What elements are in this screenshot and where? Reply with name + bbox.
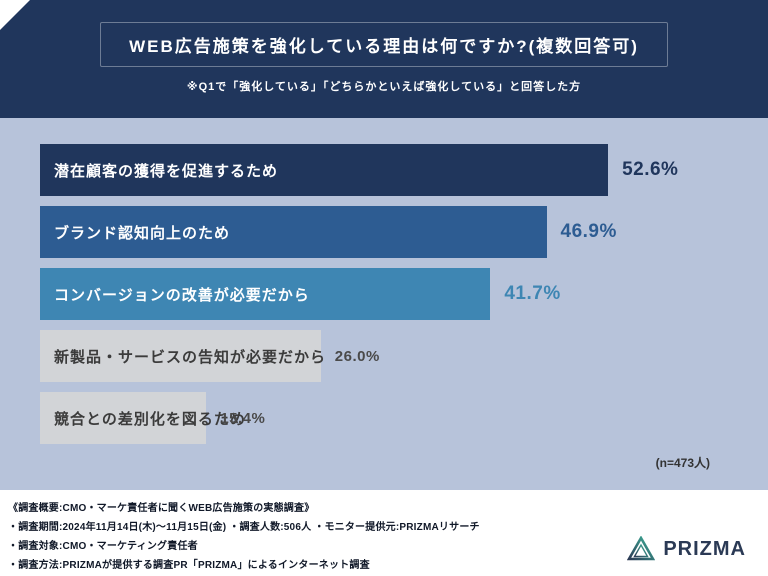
bar-row: 潜在顧客の獲得を促進するため 52.6% xyxy=(40,144,728,196)
bar: コンバージョンの改善が必要だから xyxy=(40,268,491,320)
bar-label: ブランド認知向上のため xyxy=(54,224,231,242)
bar-row: コンバージョンの改善が必要だから 41.7% xyxy=(40,268,728,320)
chart-subtitle: ※Q1で「強化している」「どちらかといえば強化している」と回答した方 xyxy=(186,81,582,93)
bar-label: コンバージョンの改善が必要だから xyxy=(54,286,310,304)
bar-value: 26.0% xyxy=(334,347,380,365)
bar-row: 競合との差別化を図るため 15.4% xyxy=(40,392,728,444)
bar-value: 52.6% xyxy=(622,159,679,180)
bar: ブランド認知向上のため xyxy=(40,206,547,258)
bar-label: 競合との差別化を図るため xyxy=(54,410,246,428)
sample-size-note: (n=473人) xyxy=(655,456,710,470)
title-box: WEB広告施策を強化している理由は何ですか?(複数回答可) xyxy=(100,22,668,67)
corner-cut-decoration xyxy=(0,0,30,30)
prizma-logo-text: PRIZMA xyxy=(663,537,746,560)
bar: 競合との差別化を図るため xyxy=(40,392,245,444)
survey-target-line: ・調査対象:CMO・マーケティング責任者 xyxy=(8,541,198,552)
header: WEB広告施策を強化している理由は何ですか?(複数回答可) ※Q1で「強化してい… xyxy=(0,0,768,118)
bar-row: ブランド認知向上のため 46.9% xyxy=(40,206,728,258)
bar-label: 新製品・サービスの告知が必要だから xyxy=(54,348,327,366)
bar-row: 新製品・サービスの告知が必要だから 26.0% xyxy=(40,330,728,382)
bar: 潜在顧客の獲得を促進するため xyxy=(40,144,609,196)
bar: 新製品・サービスの告知が必要だから xyxy=(40,330,325,382)
prizma-logo: PRIZMA xyxy=(627,536,746,562)
bar-value: 46.9% xyxy=(560,221,617,242)
bar-value: 15.4% xyxy=(220,409,266,427)
chart-area: 潜在顧客の獲得を促進するため 52.6% ブランド認知向上のため 46.9% コンバージ… xyxy=(0,118,768,490)
bar-value: 41.7% xyxy=(504,283,561,304)
survey-period-line: ・調査期間:2024年11月14日(木)〜11月15日(金) ・調査人数:506… xyxy=(8,522,480,533)
prizma-triangle-icon xyxy=(627,536,656,561)
footer: 《調査概要:CMO・マーケ責任者に聞くWEB広告施策の実態調査》 ・調査期間:2… xyxy=(0,490,768,576)
survey-method-line: ・調査方法:PRIZMAが提供する調査PR「PRIZMA」によるインターネット調… xyxy=(8,560,370,571)
bar-chart: 潜在顧客の獲得を促進するため 52.6% ブランド認知向上のため 46.9% コンバージ… xyxy=(40,144,728,444)
bar-label: 潜在顧客の獲得を促進するため xyxy=(54,162,279,180)
survey-overview-line: 《調査概要:CMO・マーケ責任者に聞くWEB広告施策の実態調査》 xyxy=(8,503,315,514)
chart-title: WEB広告施策を強化している理由は何ですか?(複数回答可) xyxy=(129,37,639,56)
